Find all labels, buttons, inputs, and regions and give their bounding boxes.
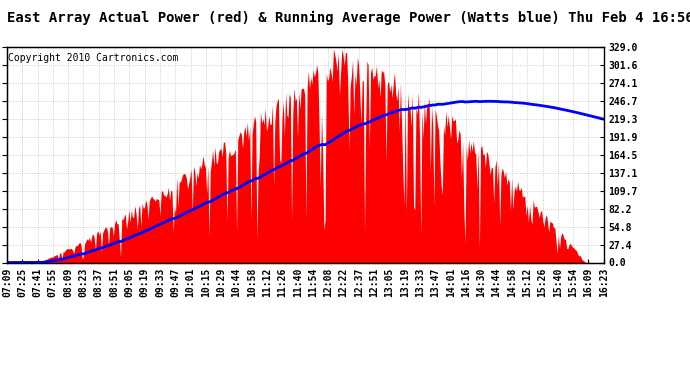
Text: Copyright 2010 Cartronics.com: Copyright 2010 Cartronics.com (8, 53, 179, 63)
Text: East Array Actual Power (red) & Running Average Power (Watts blue) Thu Feb 4 16:: East Array Actual Power (red) & Running … (7, 11, 690, 26)
